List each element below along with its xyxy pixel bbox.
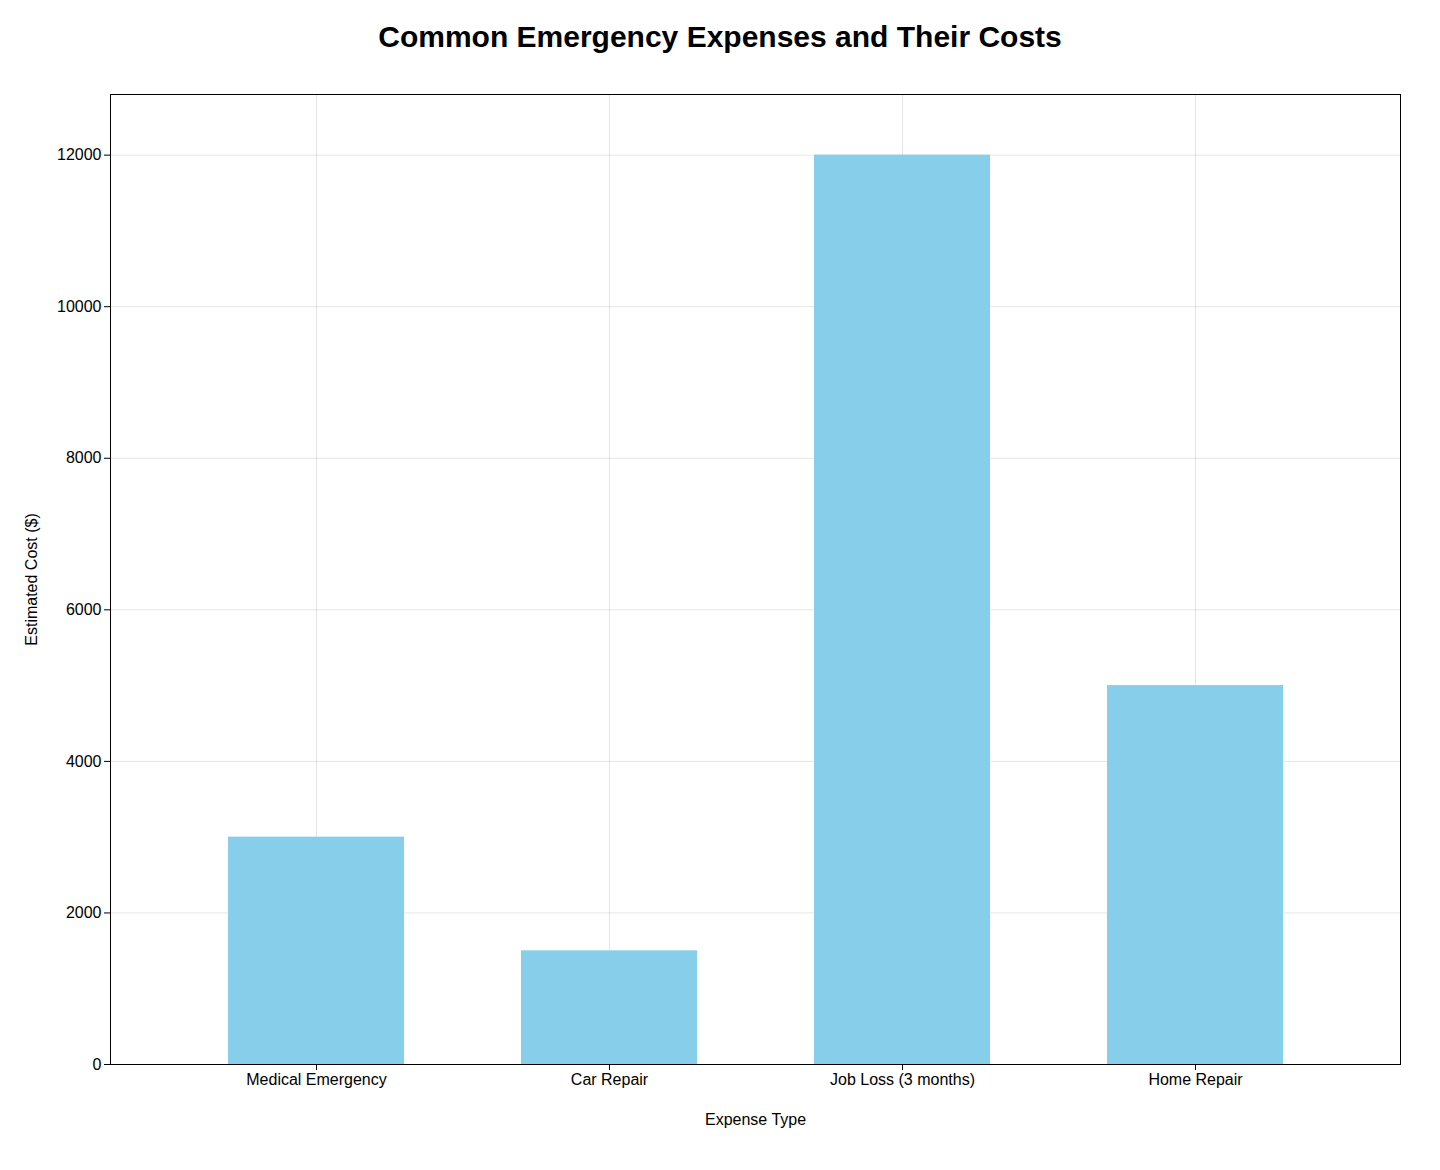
svg-text:2000: 2000	[66, 904, 102, 921]
svg-text:Job Loss (3 months): Job Loss (3 months)	[830, 1071, 975, 1088]
svg-text:Home Repair: Home Repair	[1148, 1071, 1243, 1088]
svg-text:8000: 8000	[66, 449, 102, 466]
svg-text:Car Repair: Car Repair	[571, 1071, 649, 1088]
svg-text:10000: 10000	[57, 298, 102, 315]
html-text:Common Emergency Expenses and: Common Emergency Expenses and Their Cost…	[378, 20, 1062, 53]
svg-text:6000: 6000	[66, 601, 102, 618]
svg-text:Estimated Cost ($): Estimated Cost ($)	[23, 513, 40, 645]
svg-text:Medical Emergency: Medical Emergency	[246, 1071, 387, 1088]
svg-text:Expense Type: Expense Type	[705, 1111, 806, 1128]
svg-text:4000: 4000	[66, 752, 102, 769]
svg-text:0: 0	[93, 1056, 102, 1073]
svg-text:12000: 12000	[57, 146, 102, 163]
